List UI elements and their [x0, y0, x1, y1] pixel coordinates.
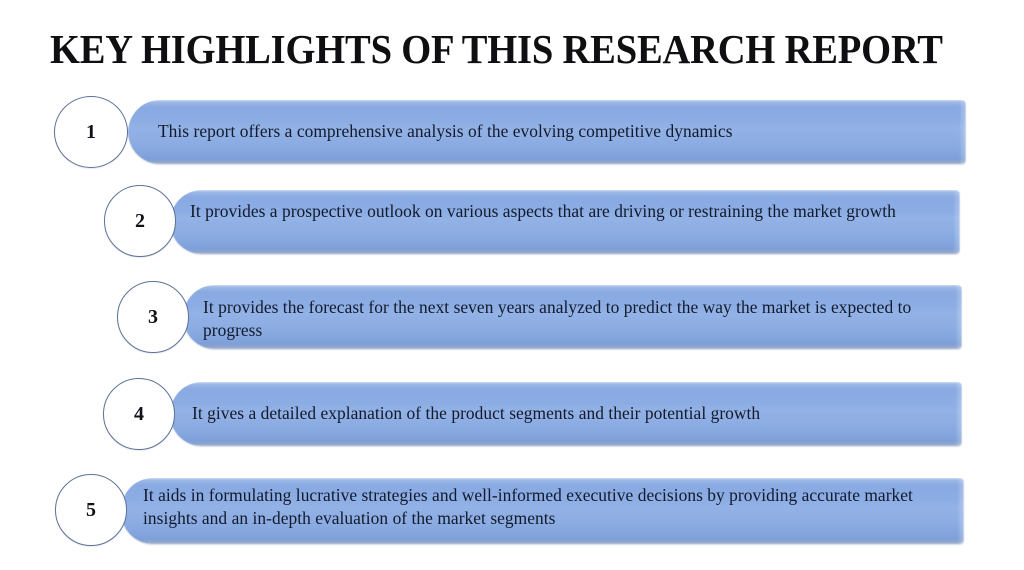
highlight-text-3: It provides the forecast for the next se… — [203, 297, 912, 340]
highlight-text-5: It aids in formulating lucrative strateg… — [143, 485, 913, 528]
highlight-text-1: This report offers a comprehensive analy… — [158, 121, 733, 141]
highlight-number-badge-2: 2 — [104, 185, 176, 257]
highlight-number-badge-3: 3 — [117, 281, 189, 353]
highlight-text-4: It gives a detailed explanation of the p… — [192, 403, 761, 423]
highlight-number-label-4: 4 — [134, 403, 144, 425]
highlight-number-badge-5: 5 — [55, 474, 127, 546]
highlight-banner-1 — [128, 100, 966, 164]
highlight-number-label-2: 2 — [135, 210, 145, 232]
highlight-number-badge-1: 1 — [54, 96, 128, 168]
highlight-banner-5 — [121, 478, 964, 544]
highlight-banner-3 — [183, 285, 962, 349]
highlight-banner-4 — [170, 382, 962, 446]
highlight-text-2: It provides a prospective outlook on var… — [190, 201, 896, 221]
page-title: KEY HIGHLIGHTS OF THIS RESEARCH REPORT — [50, 26, 943, 72]
highlight-number-label-3: 3 — [148, 306, 158, 328]
highlight-number-label-5: 5 — [86, 499, 96, 521]
highlight-number-label-1: 1 — [86, 121, 96, 143]
highlight-number-badge-4: 4 — [103, 378, 175, 450]
highlight-banner-2 — [170, 190, 960, 254]
